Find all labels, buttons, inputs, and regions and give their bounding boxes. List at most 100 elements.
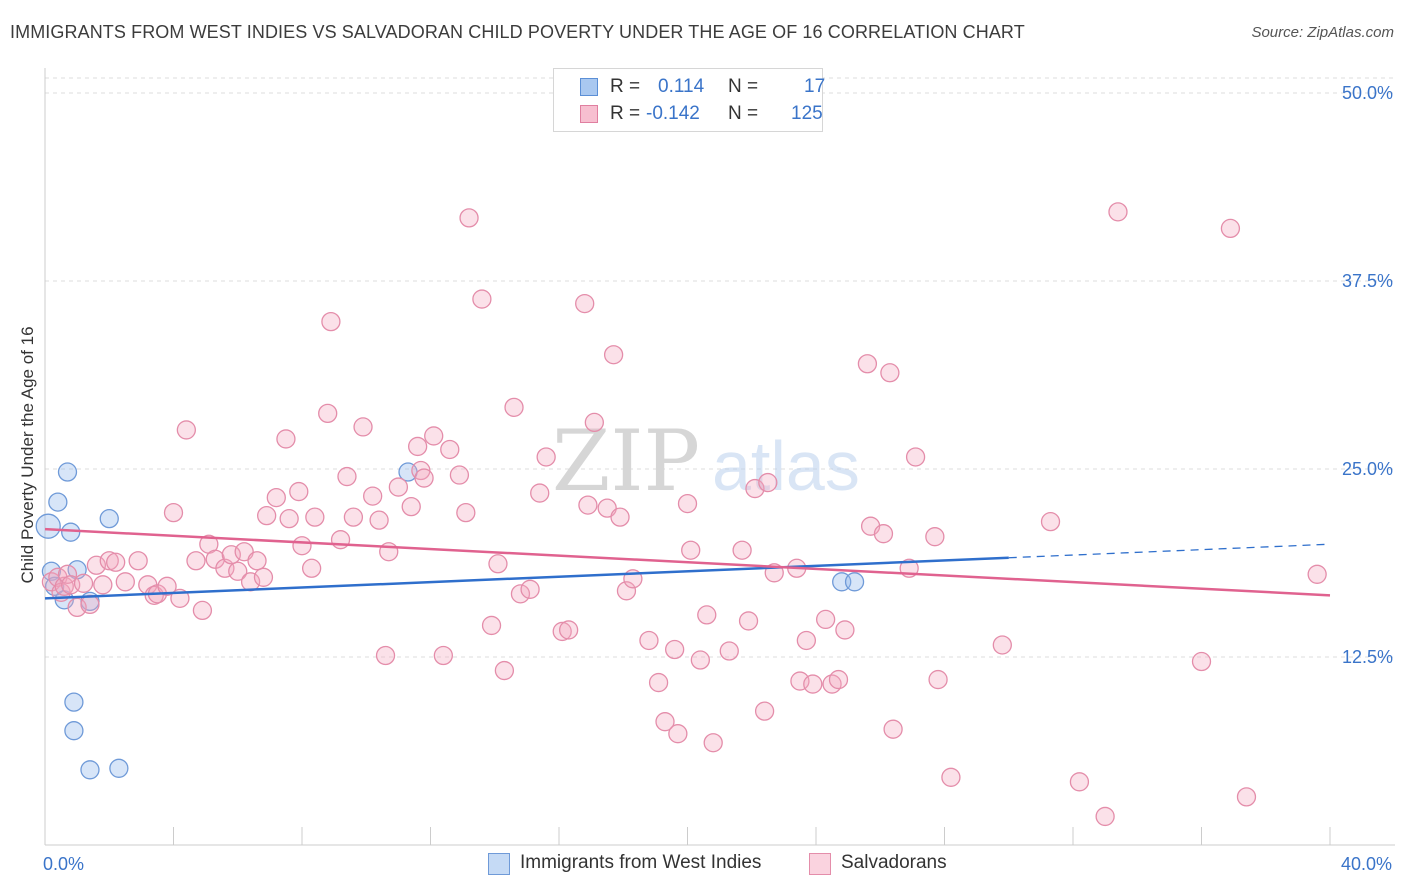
salvadoran-point	[610, 507, 630, 527]
salvadoran-point	[873, 524, 894, 544]
salvadoran-point	[1069, 772, 1090, 792]
y-tick-label: 37.5%	[1342, 271, 1393, 291]
salvadoran-point	[472, 289, 492, 309]
salvadoran-point	[440, 439, 460, 460]
salvadoran-point	[481, 615, 502, 636]
salvadoran-point	[681, 540, 701, 560]
salvadoran-point	[719, 641, 739, 661]
salvadoran-point	[401, 496, 421, 517]
salvadoran-point	[449, 465, 470, 485]
salvadoran-point	[835, 620, 855, 640]
salvadoran-point	[1220, 218, 1241, 239]
salvadoran-point	[677, 493, 698, 514]
west-indies-point	[64, 692, 84, 712]
salvadoran-point	[459, 208, 479, 228]
west-indies-trend-extension	[1008, 543, 1331, 559]
salvadoran-point	[941, 767, 961, 787]
legend-n-value: 17	[804, 76, 826, 97]
salvadoran-point	[80, 594, 100, 615]
salvadoran-point	[578, 495, 598, 515]
salvadoran-point	[668, 724, 688, 744]
salvadoran-point	[247, 551, 267, 571]
salvadoran-point	[703, 733, 723, 753]
salvadoran-point	[318, 403, 338, 424]
salvadoran-point	[115, 572, 135, 592]
west-indies-point	[57, 462, 78, 482]
salvadoran-point	[494, 660, 515, 681]
salvadoran-point	[690, 650, 710, 670]
salvadoran-point	[697, 605, 717, 625]
salvadoran-point	[369, 510, 389, 530]
legend-r-value: 0.114	[658, 76, 705, 97]
salvadoran-point	[321, 311, 341, 332]
salvadoran-point	[558, 620, 579, 640]
trend-layer	[44, 527, 1331, 600]
west-indies-trend-line	[44, 556, 1009, 600]
x-tick-label: 0.0%	[43, 854, 84, 874]
chart-title: IMMIGRANTS FROM WEST INDIES VS SALVADORA…	[10, 22, 1025, 42]
salvadoran-point	[857, 354, 878, 374]
salvadoran-point	[880, 363, 900, 383]
salvadoran-point	[905, 447, 926, 467]
salvadoran-point	[456, 502, 476, 523]
bottom-legend-swatch-salvadorans	[809, 853, 831, 875]
salvadoran-point	[575, 293, 595, 314]
salvadoran-point	[424, 426, 444, 446]
watermark-atlas: atlas	[712, 427, 860, 505]
legend-n-label: N =	[728, 103, 759, 124]
salvadoran-point	[1307, 564, 1327, 584]
salvadoran-point	[93, 575, 113, 595]
salvadoran-point	[305, 507, 325, 527]
salvadoran-point	[54, 576, 74, 596]
salvadoran-point	[803, 674, 823, 694]
west-indies-point	[61, 522, 81, 542]
salvadoran-point	[1040, 512, 1061, 532]
west-indies-point	[64, 721, 84, 741]
salvadoran-point	[520, 579, 540, 599]
salvadoran-point	[828, 669, 849, 690]
salvadoran-point	[330, 530, 351, 550]
salvadoran-point	[353, 417, 373, 437]
salvadoran-point	[655, 712, 675, 732]
salvadoran-point	[504, 397, 524, 418]
salvadoran-point	[73, 573, 94, 593]
salvadoran-point	[992, 635, 1012, 655]
salvadoran-point	[266, 487, 286, 508]
salvadoran-point	[925, 527, 945, 547]
y-tick-label: 25.0%	[1342, 459, 1393, 479]
salvadoran-point	[1108, 202, 1128, 222]
legend-r-value: -0.142	[646, 103, 700, 124]
salvadoran-point	[536, 447, 556, 467]
salvadoran-point	[648, 672, 669, 693]
salvadoran-point	[616, 581, 637, 601]
salvadoran-point	[128, 551, 148, 571]
salvadoran-point	[301, 558, 322, 578]
salvadoran-point	[1095, 806, 1115, 827]
axis-layer: 12.5% 25.0% 37.5% 50.0% 0.0% 40.0%	[43, 68, 1395, 874]
salvadoran-point	[253, 567, 274, 587]
salvadoran-point	[157, 576, 177, 596]
legend-swatch-west-indies	[580, 78, 598, 96]
west-indies-point	[109, 758, 129, 778]
salvadoran-point	[1236, 787, 1257, 807]
salvadoran-point	[192, 600, 213, 621]
west-indies-point	[99, 508, 119, 529]
west-indies-point	[80, 760, 100, 780]
salvadoran-point	[1191, 651, 1212, 672]
salvadoran-point	[106, 552, 126, 572]
legend-n-value: 125	[791, 103, 823, 124]
salvadoran-point	[289, 481, 309, 502]
salvadoran-point	[228, 561, 248, 581]
west-indies-point	[48, 492, 68, 512]
source-attribution: Source: ZipAtlas.com	[1251, 24, 1394, 41]
salvadoran-point	[375, 645, 396, 666]
salvadoran-point	[257, 505, 277, 526]
salvadoran-point	[99, 551, 119, 571]
legend-n-label: N =	[728, 76, 759, 97]
salvadoran-point	[815, 609, 836, 630]
y-axis-label: Child Poverty Under the Age of 16	[18, 326, 37, 583]
west-indies-point	[35, 513, 61, 539]
legend-r-label: R =	[610, 103, 641, 124]
bottom-legend-label: Salvadorans	[841, 852, 947, 873]
salvadoran-point	[665, 639, 685, 660]
